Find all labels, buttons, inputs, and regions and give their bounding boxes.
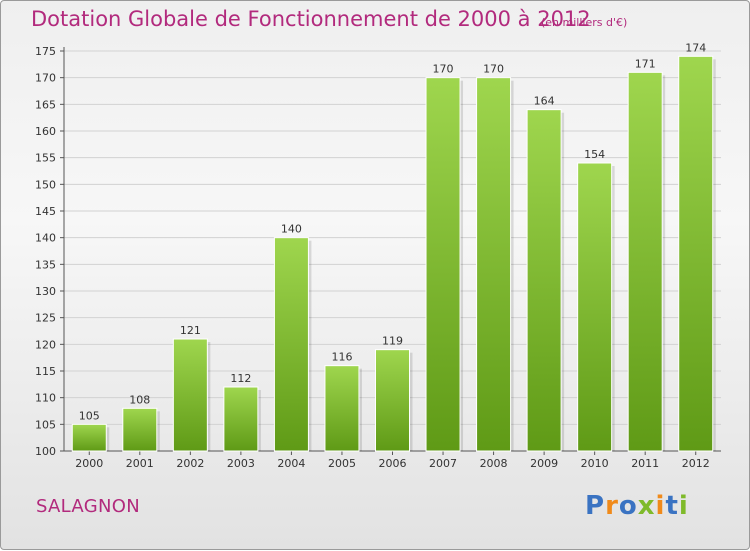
data-label: 171 bbox=[635, 57, 656, 70]
y-tick-label: 110 bbox=[35, 392, 56, 405]
labels: 100 105 110 115 120 125 130 135 140 145 150 155 160 1… bbox=[35, 41, 710, 470]
y-tick-label: 150 bbox=[35, 178, 56, 191]
chart-title: Dotation Globale de Fonctionnement de 20… bbox=[31, 7, 591, 31]
x-tick-label: 2001 bbox=[126, 457, 154, 470]
commune-name: SALAGNON bbox=[36, 496, 140, 517]
y-tick-label: 135 bbox=[35, 258, 56, 271]
y-tick-label: 140 bbox=[35, 232, 56, 245]
data-label: 164 bbox=[534, 95, 555, 108]
y-tick-label: 105 bbox=[35, 418, 56, 431]
y-tick-label: 130 bbox=[35, 285, 56, 298]
bar-2003 bbox=[223, 386, 259, 452]
x-tick-label: 2002 bbox=[176, 457, 204, 470]
logo-letter: t bbox=[665, 491, 679, 521]
data-label: 108 bbox=[129, 393, 150, 406]
bar-2011 bbox=[627, 71, 663, 452]
x-tick-label: 2006 bbox=[379, 457, 407, 470]
logo-letter: i bbox=[678, 491, 689, 521]
bars bbox=[71, 55, 716, 452]
x-tick-label: 2012 bbox=[682, 457, 710, 470]
y-tick-label: 170 bbox=[35, 72, 56, 85]
bar-2001 bbox=[122, 407, 158, 452]
x-tick-label: 2007 bbox=[429, 457, 457, 470]
data-label: 170 bbox=[433, 63, 454, 76]
x-tick-label: 2011 bbox=[631, 457, 659, 470]
data-label: 121 bbox=[180, 324, 201, 337]
x-tick-label: 2003 bbox=[227, 457, 255, 470]
bar-2010 bbox=[577, 162, 613, 452]
bar-2005 bbox=[324, 365, 360, 452]
logo-letter: r bbox=[605, 491, 619, 521]
bar-2007 bbox=[425, 77, 461, 452]
x-tick-label: 2010 bbox=[581, 457, 609, 470]
data-label: 119 bbox=[382, 335, 403, 348]
data-label: 170 bbox=[483, 63, 504, 76]
y-tick-label: 115 bbox=[35, 365, 56, 378]
chart-subtitle: (en milliers d'€) bbox=[541, 16, 628, 29]
data-label: 154 bbox=[584, 148, 605, 161]
bar-2012 bbox=[678, 55, 714, 452]
x-tick-label: 2000 bbox=[75, 457, 103, 470]
y-tick-label: 120 bbox=[35, 338, 56, 351]
x-tick-label: 2005 bbox=[328, 457, 356, 470]
y-tick-label: 125 bbox=[35, 312, 56, 325]
x-tick-label: 2009 bbox=[530, 457, 558, 470]
bar-2004 bbox=[273, 237, 309, 452]
y-tick-label: 160 bbox=[35, 125, 56, 138]
data-label: 105 bbox=[79, 409, 100, 422]
data-label: 116 bbox=[331, 351, 352, 364]
proxiti-logo: Proxiti bbox=[585, 491, 689, 521]
bar-2008 bbox=[476, 77, 512, 452]
y-tick-label: 155 bbox=[35, 152, 56, 165]
y-tick-label: 175 bbox=[35, 45, 56, 58]
x-tick-label: 2004 bbox=[277, 457, 305, 470]
logo-letter: P bbox=[585, 491, 606, 521]
bar-2002 bbox=[172, 338, 208, 452]
x-tick-label: 2008 bbox=[480, 457, 508, 470]
bar-2000 bbox=[71, 423, 107, 452]
bar-2006 bbox=[375, 349, 410, 452]
y-tick-label: 145 bbox=[35, 205, 56, 218]
data-label: 112 bbox=[230, 372, 251, 385]
data-label: 174 bbox=[685, 41, 706, 54]
logo-letter: o bbox=[618, 491, 638, 521]
y-tick-label: 100 bbox=[35, 445, 56, 458]
logo-letter: i bbox=[655, 491, 666, 521]
y-tick-label: 165 bbox=[35, 98, 56, 111]
data-label: 140 bbox=[281, 223, 302, 236]
logo-letter: x bbox=[637, 491, 656, 521]
bar-2009 bbox=[526, 109, 562, 452]
